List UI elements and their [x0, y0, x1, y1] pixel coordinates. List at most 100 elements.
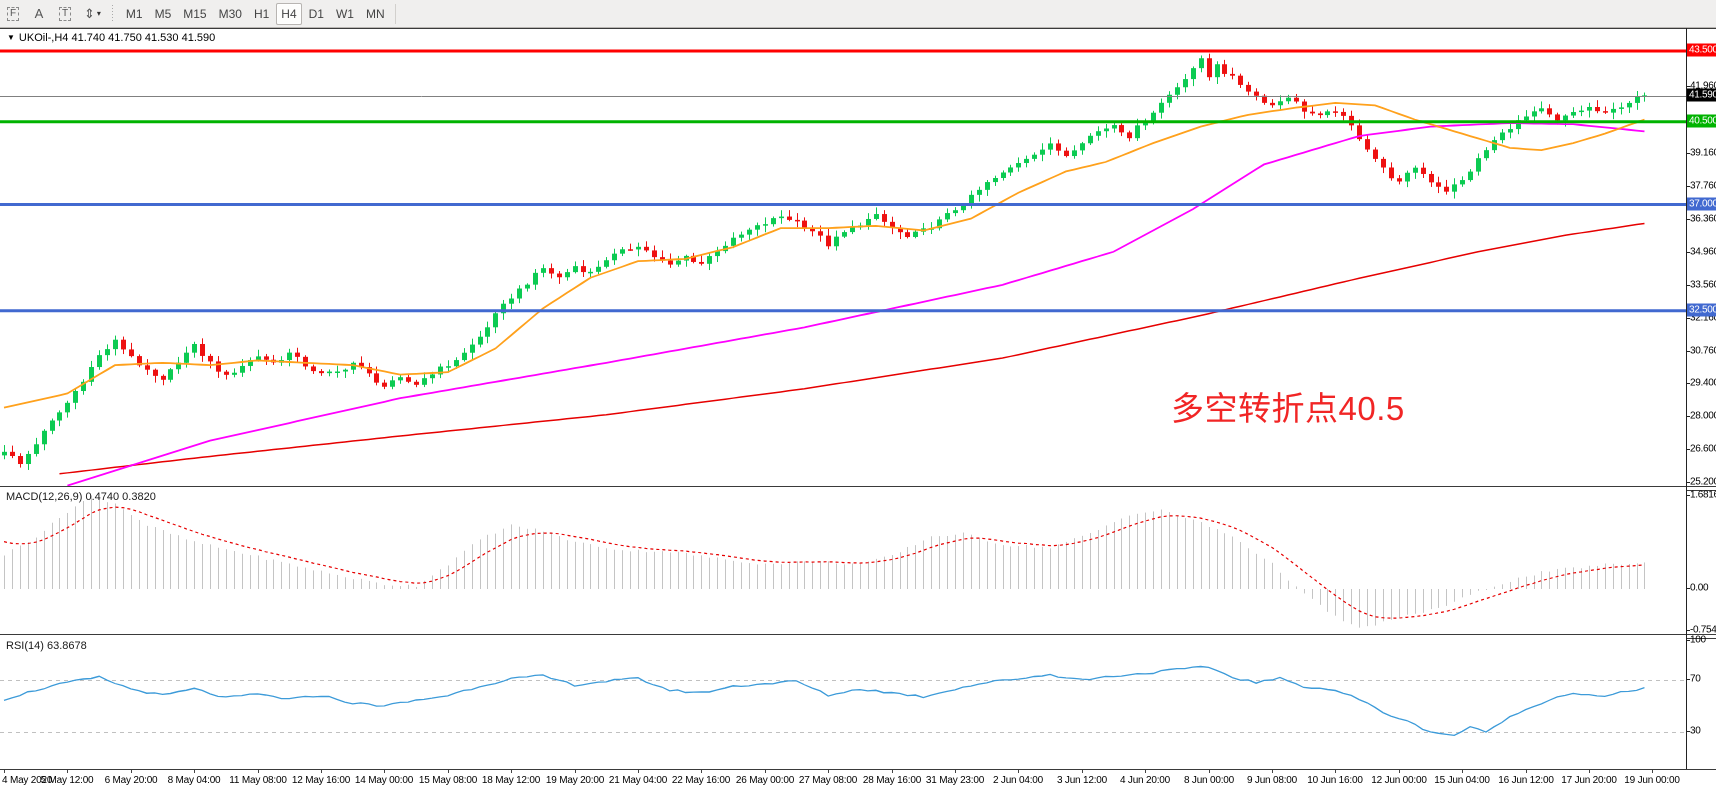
axis-tick-label: 100	[1690, 634, 1706, 646]
toolbar: F A T ⇕ ▾ M1 M5 M15 M30 H1 H4 D1 W1 MN	[0, 0, 1716, 28]
axis-tick	[1686, 495, 1690, 496]
time-label: 11 May 08:00	[229, 775, 287, 786]
cursor-tool-icon[interactable]: ⇕ ▾	[84, 5, 101, 21]
time-tick	[1652, 770, 1653, 773]
time-label: 27 May 08:00	[798, 775, 858, 786]
axis-tick	[1686, 588, 1690, 589]
axis-tick-label: 30	[1690, 725, 1701, 737]
time-label: 15 May 08:00	[418, 775, 478, 786]
time-tick	[194, 770, 195, 773]
time-tick	[955, 770, 956, 773]
axis-tick	[1686, 318, 1690, 319]
time-label: 28 May 16:00	[862, 775, 922, 786]
rsi-indicator-canvas[interactable]	[0, 638, 1686, 769]
axis-tick	[1686, 679, 1690, 680]
time-tick	[1335, 770, 1336, 773]
timeframe-button-h4[interactable]: H4	[276, 2, 302, 25]
timeframe-button-m30[interactable]: M30	[218, 6, 242, 21]
axis-tick	[1686, 252, 1690, 253]
time-tick	[638, 770, 639, 773]
time-label: 22 May 16:00	[671, 775, 731, 786]
macd-indicator-canvas[interactable]	[0, 490, 1686, 634]
time-label: 12 Jun 00:00	[1371, 775, 1427, 786]
axis-tick	[1686, 731, 1690, 732]
time-tick	[1462, 770, 1463, 773]
axis-tick-label: 70	[1690, 673, 1701, 685]
time-tick	[828, 770, 829, 773]
time-label: 26 May 00:00	[735, 775, 795, 786]
time-tick	[1082, 770, 1083, 773]
axis-price-flag: 41.590	[1687, 88, 1716, 102]
timeframe-buttons: M1 M5 M15 M30 H1 H4 D1 W1 MN	[120, 2, 391, 25]
chart-top-border	[0, 28, 1716, 29]
toolbar-drag-handle[interactable]	[109, 4, 115, 23]
time-label: 5 May 12:00	[40, 775, 94, 786]
axis-tick	[1686, 186, 1690, 187]
time-axis[interactable]: 4 May 2020 5 May 12:00 6 May 20:00 8 May 04…	[0, 769, 1716, 793]
axis-tick-label: 34.960	[1690, 246, 1716, 258]
axis-tick-label: -0.754	[1690, 624, 1716, 636]
dropdown-caret-icon[interactable]: ▾	[96, 9, 101, 18]
time-tick	[448, 770, 449, 773]
time-label: 6 May 20:00	[104, 775, 158, 786]
time-tick	[384, 770, 385, 773]
time-label: 16 Jun 12:00	[1498, 775, 1554, 786]
axis-tick	[1686, 482, 1690, 483]
time-tick	[4, 770, 5, 773]
axis-tick	[1686, 86, 1690, 87]
chart-annotation-text: 多空转折点40.5	[1171, 390, 1405, 427]
timeframe-button-d1[interactable]: D1	[308, 6, 324, 21]
time-label: 9 Jun 08:00	[1246, 775, 1298, 786]
price-chart-canvas[interactable]	[0, 29, 1686, 486]
time-label: 21 May 04:00	[608, 775, 668, 786]
timeframe-button-h1[interactable]: H1	[253, 6, 270, 21]
timeframe-button-m5[interactable]: M5	[154, 6, 172, 21]
axis-tick-label: 32.160	[1690, 312, 1716, 324]
collapse-triangle-icon[interactable]: ▼	[7, 33, 15, 42]
timeframe-button-w1[interactable]: W1	[335, 6, 354, 21]
time-label: 10 Jun 16:00	[1307, 775, 1363, 786]
figures-tool-icon[interactable]: F	[1, 3, 25, 25]
chart-symbol-title: ▼ UKOil-,H4 41.740 41.750 41.530 41.590	[7, 32, 216, 44]
time-tick	[511, 770, 512, 773]
rsi-label: RSI(14) 63.8678	[6, 640, 87, 652]
time-tick	[1272, 770, 1273, 773]
axis-tick-label: 37.760	[1690, 180, 1716, 192]
timeframe-button-m15[interactable]: M15	[183, 6, 207, 21]
time-label: 4 May 2020	[2, 775, 53, 786]
insert-text-icon[interactable]: A	[34, 6, 44, 21]
time-label: 12 May 16:00	[291, 775, 351, 786]
axis-tick	[1686, 383, 1690, 384]
time-tick	[1145, 770, 1146, 773]
time-label: 19 Jun 00:00	[1624, 775, 1680, 786]
time-label: 15 Jun 04:00	[1434, 775, 1490, 786]
axis-price-flag: 40.500	[1687, 114, 1716, 128]
axis-tick-label: 29.400	[1690, 377, 1716, 389]
time-label: 2 Jun 04:00	[992, 775, 1044, 786]
axis-tick-label: 39.160	[1690, 147, 1716, 159]
axis-tick	[1686, 219, 1690, 220]
time-label: 8 Jun 00:00	[1183, 775, 1235, 786]
time-tick	[131, 770, 132, 773]
text-label-icon[interactable]: T	[53, 3, 77, 25]
axis-tick-label: 25.200	[1690, 476, 1716, 488]
time-tick	[321, 770, 322, 773]
timeframe-button-mn[interactable]: MN	[365, 6, 385, 21]
time-label: 17 Jun 20:00	[1561, 775, 1617, 786]
axis-tick-label: 28.000	[1690, 410, 1716, 422]
axis-tick	[1686, 640, 1690, 641]
time-tick	[67, 770, 68, 773]
timeframe-button-m1[interactable]: M1	[125, 6, 143, 21]
time-tick	[765, 770, 766, 773]
time-label: 4 Jun 20:00	[1119, 775, 1171, 786]
time-label: 19 May 20:00	[545, 775, 605, 786]
axis-tick	[1686, 285, 1690, 286]
time-tick	[701, 770, 702, 773]
axis-price-flag: 37.000	[1687, 197, 1716, 211]
axis-tick-label: 33.560	[1690, 279, 1716, 291]
price-axis-line	[1686, 28, 1687, 769]
axis-tick	[1686, 153, 1690, 154]
time-tick	[1589, 770, 1590, 773]
toolbar-separator	[394, 3, 396, 24]
